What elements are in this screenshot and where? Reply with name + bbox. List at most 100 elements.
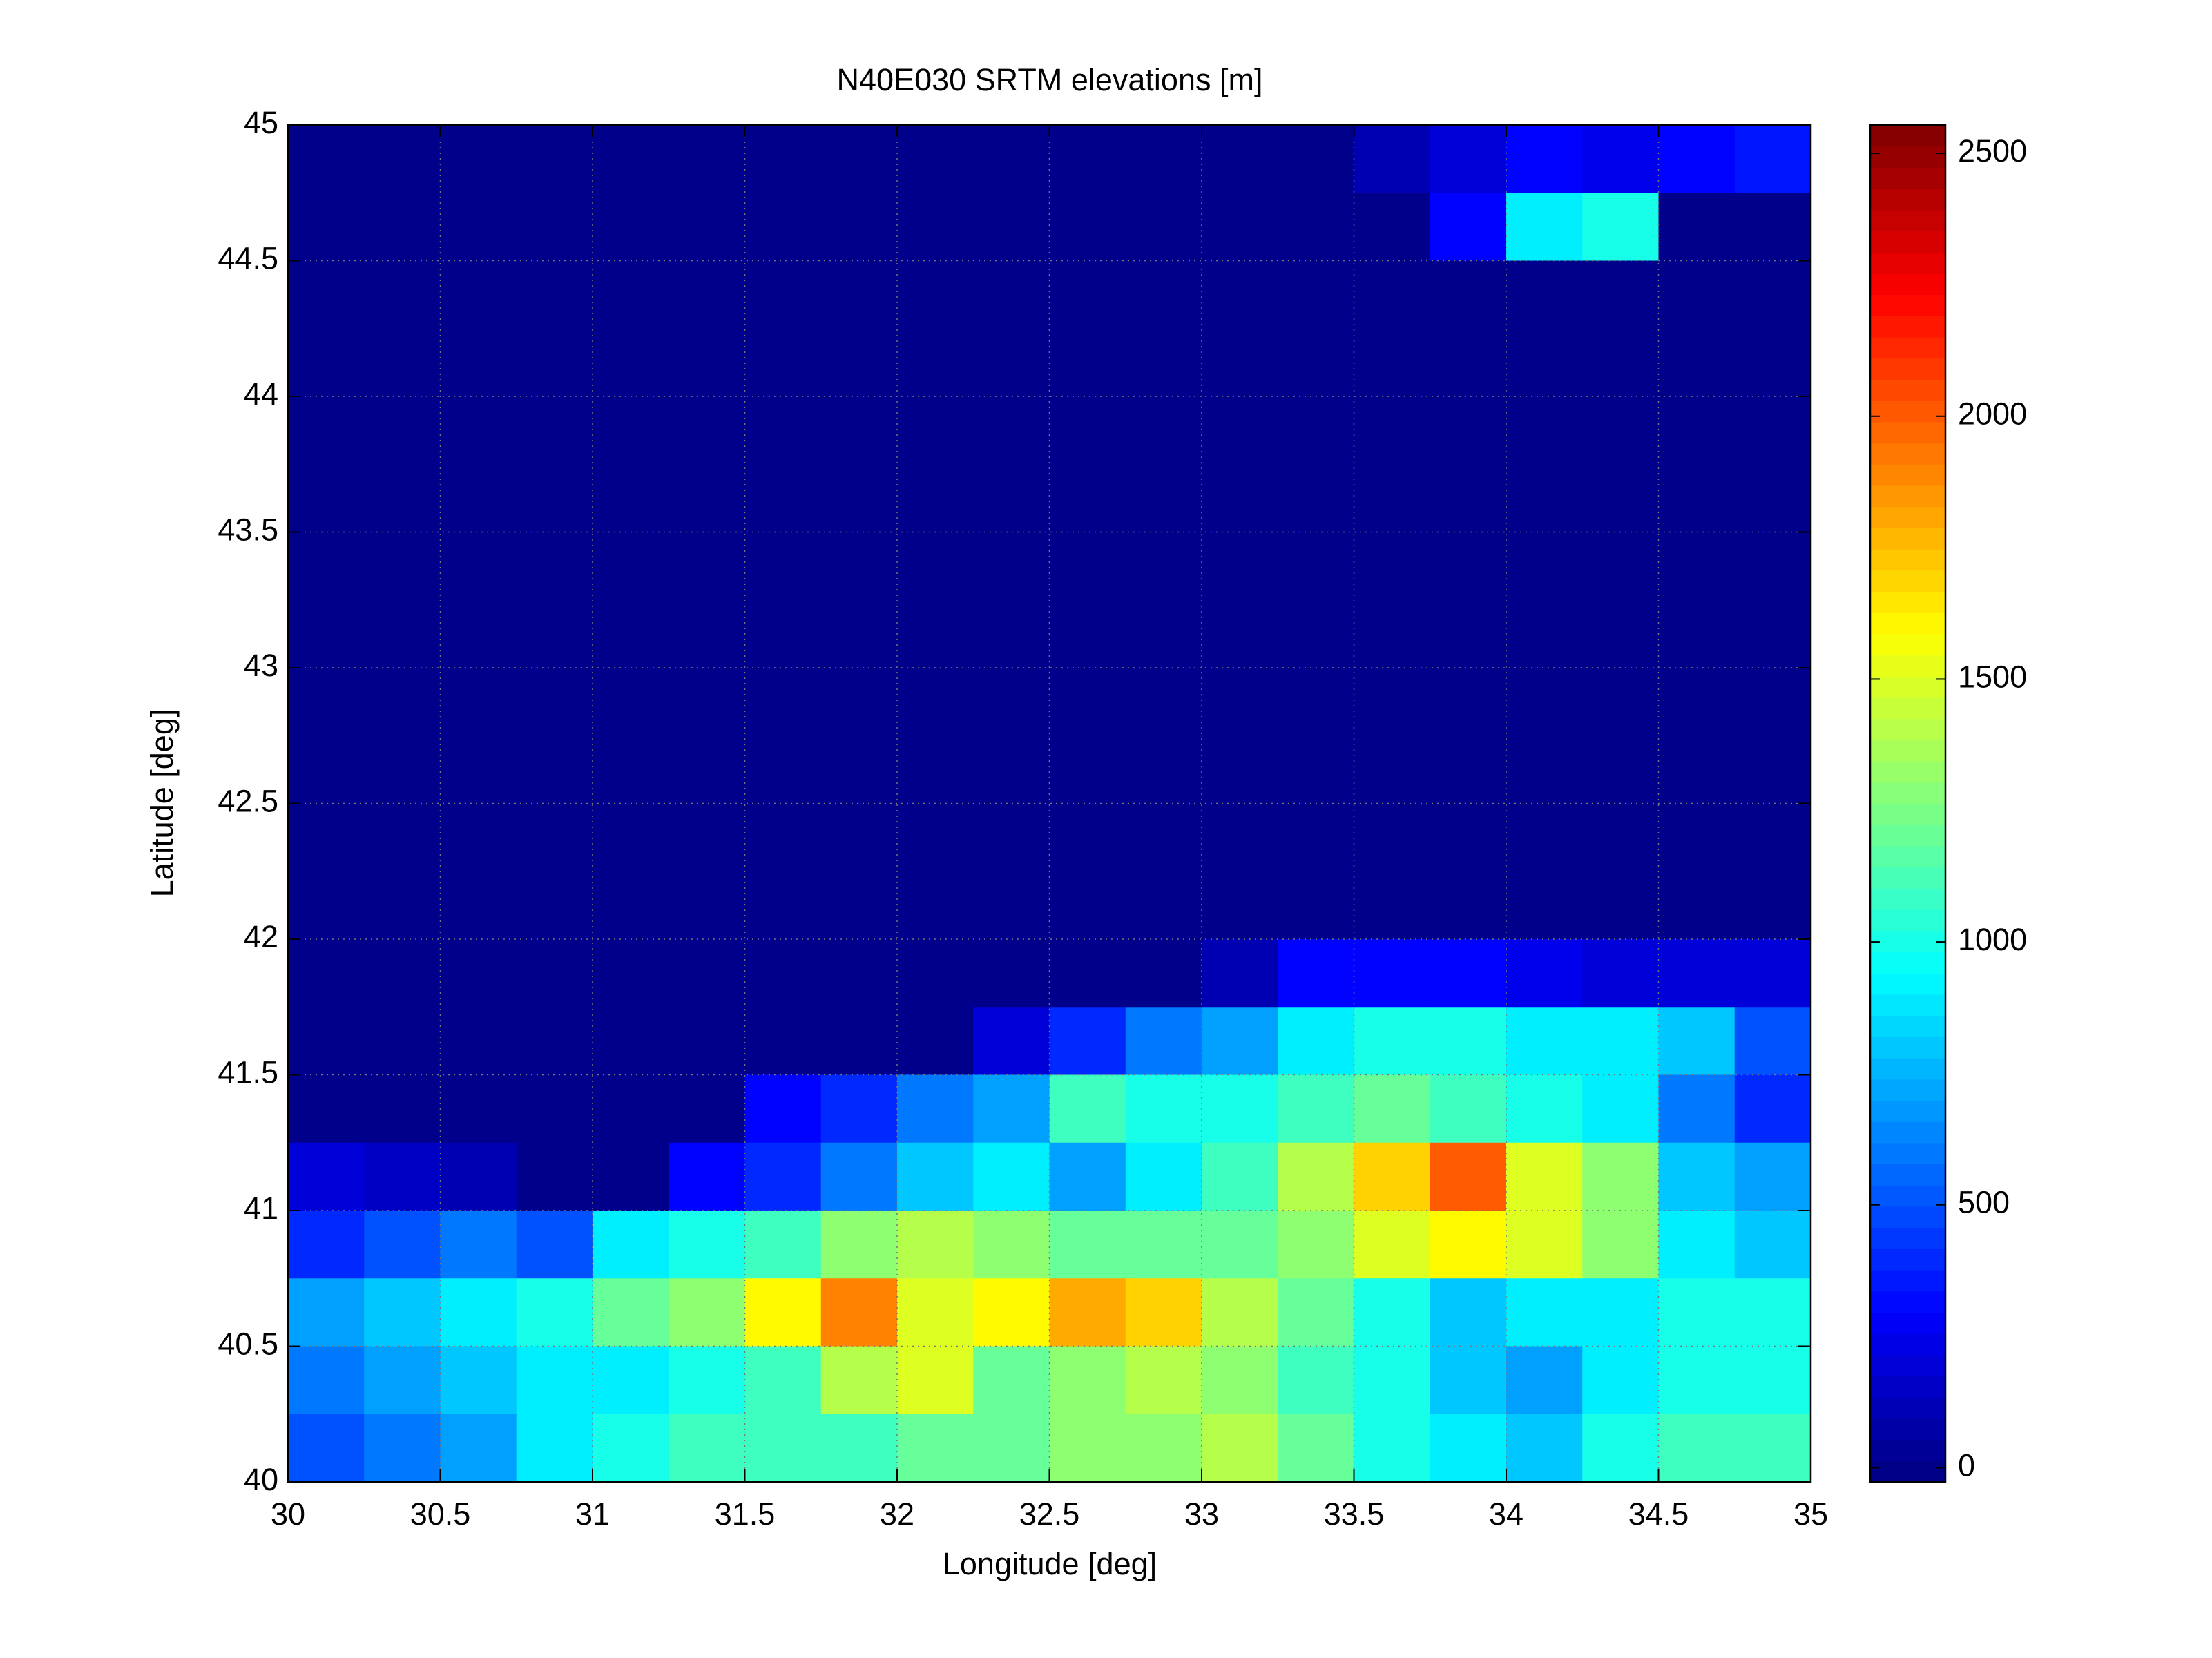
- heatmap-cell: [973, 1414, 1050, 1483]
- heatmap-cell: [897, 1278, 974, 1347]
- heatmap-cell: [288, 464, 365, 532]
- heatmap-cell: [1354, 735, 1431, 804]
- heatmap-cell: [1430, 1414, 1507, 1483]
- heatmap-cell: [1506, 532, 1583, 601]
- heatmap-cell: [1354, 871, 1431, 940]
- heatmap-cell: [744, 1414, 822, 1483]
- heatmap-cell: [1202, 803, 1278, 872]
- heatmap-cell: [973, 1211, 1050, 1279]
- colorbar-swatch: [1870, 231, 1945, 253]
- heatmap-cell: [516, 328, 593, 397]
- heatmap-cell: [1506, 668, 1583, 736]
- heatmap-cell: [1354, 1414, 1431, 1483]
- heatmap-cell: [1125, 1074, 1202, 1144]
- heatmap-cell: [1354, 532, 1431, 601]
- heatmap-cell: [744, 328, 822, 397]
- heatmap-cell: [1658, 803, 1735, 872]
- heatmap-cell: [1430, 1278, 1507, 1347]
- heatmap-cell: [440, 1346, 517, 1415]
- heatmap-cell: [1506, 939, 1583, 1008]
- heatmap-cell: [820, 260, 898, 329]
- heatmap-cell: [1354, 125, 1431, 193]
- heatmap-cell: [1354, 1278, 1431, 1347]
- heatmap-cell: [1734, 1007, 1811, 1075]
- colorbar-swatch: [1870, 952, 1945, 974]
- y-tick-label: 43: [244, 648, 278, 683]
- colorbar-swatch: [1870, 1291, 1945, 1313]
- colorbar-swatch: [1870, 1333, 1945, 1356]
- heatmap-cell: [1582, 532, 1659, 601]
- heatmap-cell: [364, 871, 441, 940]
- heatmap-cell: [1658, 1074, 1735, 1144]
- colorbar-tick-label: 1000: [1958, 922, 2027, 957]
- heatmap-cell: [1049, 464, 1126, 532]
- heatmap-cell: [1582, 193, 1659, 261]
- heatmap-cell: [820, 668, 898, 736]
- heatmap-cell: [440, 464, 517, 532]
- heatmap-cell: [1202, 125, 1278, 193]
- colorbar-swatch: [1870, 1376, 1945, 1398]
- heatmap-cell: [1582, 396, 1659, 465]
- heatmap-cell: [1582, 464, 1659, 532]
- heatmap-cell: [1278, 328, 1354, 397]
- heatmap-cell: [744, 1278, 822, 1347]
- colorbar-swatch: [1870, 803, 1945, 825]
- colorbar-swatch: [1870, 1164, 1945, 1186]
- heatmap-cell: [1049, 260, 1126, 329]
- heatmap-cell: [1278, 1007, 1354, 1075]
- heatmap-cell: [820, 125, 898, 193]
- heatmap-cell: [1278, 532, 1354, 601]
- heatmap-cell: [1506, 1278, 1583, 1347]
- heatmap-cell: [1125, 668, 1202, 736]
- heatmap-cell: [593, 939, 669, 1008]
- heatmap-cell: [1582, 1211, 1659, 1279]
- colorbar-swatch: [1870, 401, 1945, 423]
- heatmap-cell: [1202, 939, 1278, 1008]
- heatmap-cell: [1658, 871, 1735, 940]
- heatmap-cell: [897, 871, 974, 940]
- heatmap-cell: [516, 668, 593, 736]
- heatmap-cell: [1354, 260, 1431, 329]
- heatmap-cell: [1125, 532, 1202, 601]
- heatmap-cell: [1202, 668, 1278, 736]
- heatmap-cell: [1506, 1414, 1583, 1483]
- heatmap-cell: [820, 532, 898, 601]
- heatmap-cell: [288, 939, 365, 1008]
- heatmap-cell: [593, 1278, 669, 1347]
- heatmap-cell: [1658, 1414, 1735, 1483]
- y-tick-label: 41: [244, 1191, 278, 1226]
- heatmap-cell: [516, 871, 593, 940]
- heatmap-cell: [288, 125, 365, 193]
- heatmap-cell: [1506, 1346, 1583, 1415]
- colorbar-swatch: [1870, 316, 1945, 338]
- heatmap-cell: [1049, 1074, 1126, 1144]
- heatmap-cell: [1582, 871, 1659, 940]
- x-tick-label: 30: [271, 1496, 305, 1532]
- heatmap-cell: [973, 803, 1050, 872]
- heatmap-cell: [593, 599, 669, 668]
- x-tick-label: 34: [1489, 1496, 1523, 1532]
- heatmap-cell: [744, 464, 822, 532]
- heatmap-cell: [897, 532, 974, 601]
- heatmap-cell: [593, 668, 669, 736]
- heatmap-cell: [440, 803, 517, 872]
- heatmap-cell: [364, 1074, 441, 1144]
- heatmap-cell: [1658, 599, 1735, 668]
- colorbar-swatch: [1870, 676, 1945, 698]
- x-tick-label: 33.5: [1324, 1496, 1385, 1532]
- colorbar-swatch: [1870, 909, 1945, 932]
- colorbar-swatch: [1870, 549, 1945, 571]
- heatmap-cell: [364, 193, 441, 261]
- y-tick-label: 45: [244, 105, 278, 140]
- heatmap-cell: [516, 1007, 593, 1075]
- heatmap-cell: [669, 260, 745, 329]
- heatmap-cell: [1125, 1278, 1202, 1347]
- heatmap-cell: [744, 260, 822, 329]
- y-tick-label: 44: [244, 376, 278, 412]
- heatmap-cell: [440, 599, 517, 668]
- heatmap-cell: [440, 532, 517, 601]
- heatmap-cell: [820, 735, 898, 804]
- heatmap-cell: [288, 1414, 365, 1483]
- heatmap-cell: [364, 532, 441, 601]
- heatmap-cell: [1125, 260, 1202, 329]
